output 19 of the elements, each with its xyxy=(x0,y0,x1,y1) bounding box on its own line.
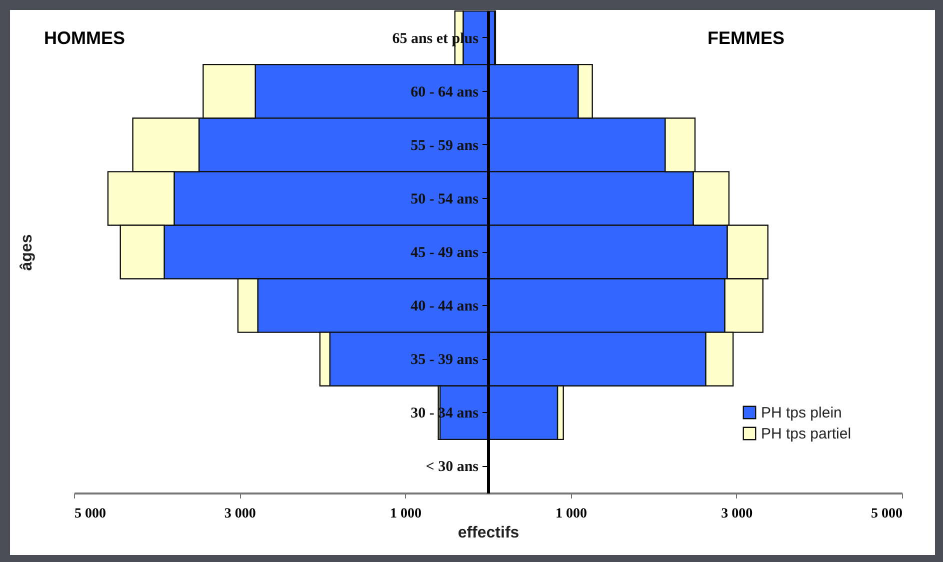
annotation: FEMMES xyxy=(707,28,785,48)
y-axis-title: âges xyxy=(18,234,36,271)
y-tick-label: 55 - 59 ans xyxy=(410,138,479,154)
x-tick-label: 3 000 xyxy=(224,506,256,522)
x-tick-label: 5 000 xyxy=(871,506,902,522)
y-tick-label: < 30 ans xyxy=(426,459,479,476)
y-tick-label: 35 - 39 ans xyxy=(410,352,479,368)
x-tick-label: 1 000 xyxy=(390,506,422,522)
legend-label: PH tps plein xyxy=(761,404,842,422)
y-tick-label: 45 - 49 ans xyxy=(410,245,479,261)
x-tick-label: 1 000 xyxy=(556,506,588,522)
x-tick-label: 3 000 xyxy=(721,506,753,522)
annotation: HOMMES xyxy=(44,28,125,48)
x-axis-title: effectifs xyxy=(458,524,520,542)
y-tick-label: 40 - 44 ans xyxy=(410,298,479,315)
legend-label: PH tps partiel xyxy=(761,426,852,442)
y-tick-label: 50 - 54 ans xyxy=(410,191,479,208)
x-tick-label: 5 000 xyxy=(74,506,106,522)
y-tick-label: 60 - 64 ans xyxy=(410,84,479,100)
